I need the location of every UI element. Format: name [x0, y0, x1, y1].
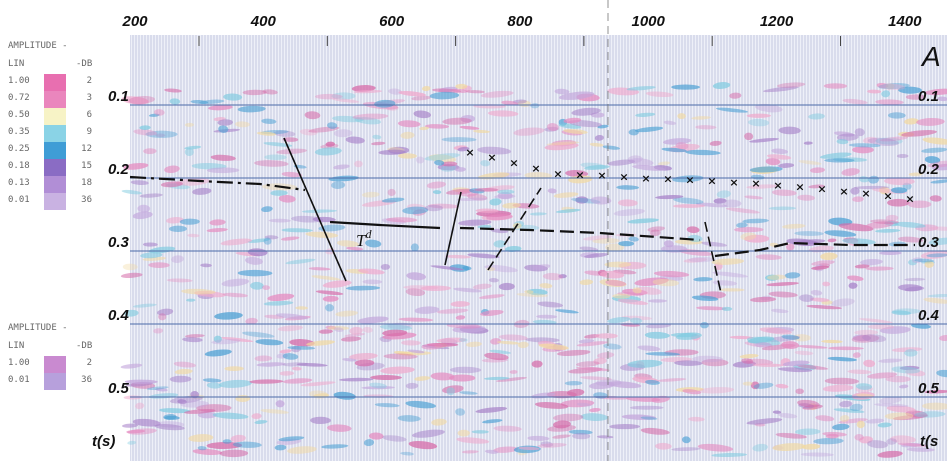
cross-mark: ×	[619, 170, 628, 183]
legend-db: 2	[87, 358, 92, 368]
legend-value: 1.00	[8, 358, 30, 368]
legend-swatch	[44, 193, 66, 210]
time-tick-label: 0.4	[918, 307, 940, 324]
texture-blob	[411, 243, 419, 251]
cross-mark: ×	[663, 172, 672, 185]
cross-mark: ×	[553, 167, 562, 180]
time-tick-label: 0.2	[108, 161, 130, 178]
cross-mark: ×	[707, 174, 716, 187]
legend-value: 0.01	[8, 195, 30, 205]
texture-blob	[354, 161, 363, 168]
time-axis-label: t(s)	[92, 433, 115, 450]
legend-swatch	[44, 74, 66, 91]
x-tick-label: 400	[250, 13, 277, 30]
time-tick-label: 0.5	[918, 380, 940, 397]
time-tick-label: 0.5	[108, 380, 130, 397]
legend-header: LIN	[8, 341, 24, 351]
legend-title: AMPLITUDE -	[8, 323, 68, 333]
legend-value: 0.35	[8, 127, 30, 137]
cross-mark: ×	[641, 172, 650, 185]
legend-db: 9	[87, 127, 92, 137]
x-tick-label: 1000	[632, 13, 666, 30]
legend-value: 0.50	[8, 110, 30, 120]
legend-swatch	[44, 373, 66, 390]
time-tick-label: 0.3	[918, 234, 940, 251]
legend-swatch	[44, 108, 66, 125]
legend-swatch	[44, 142, 66, 159]
cross-mark: ×	[817, 183, 826, 196]
legend-swatch	[44, 91, 66, 108]
time-tick-label: 0.3	[108, 234, 130, 251]
legend-value: 1.00	[8, 76, 30, 86]
texture-blob	[630, 406, 664, 410]
x-tick-label: 800	[507, 13, 533, 30]
legend-value: 0.25	[8, 144, 30, 154]
texture-blob	[671, 85, 700, 90]
legend-value: 0.01	[8, 375, 30, 385]
legend-db: 36	[81, 195, 92, 205]
legend-header: -DB	[76, 341, 92, 351]
cross-mark: ×	[531, 162, 540, 175]
cross-mark: ×	[905, 192, 914, 205]
cross-mark: ×	[509, 156, 518, 169]
cross-mark: ×	[487, 151, 496, 164]
legend-header: -DB	[76, 59, 92, 69]
cross-mark: ×	[575, 168, 584, 181]
cross-mark: ×	[729, 176, 738, 189]
cross-mark: ×	[839, 185, 848, 198]
x-tick-label: 1200	[760, 13, 794, 30]
annotation-superscript: d	[365, 227, 372, 241]
legends: AMPLITUDE - LIN -DB 1.00 2 0.72 3 0.50 6 0.35 9 0.2…	[8, 41, 92, 390]
time-tick-label: 0.1	[918, 88, 939, 105]
legend-title: AMPLITUDE -	[8, 41, 68, 51]
cross-mark: ×	[795, 181, 804, 194]
legend-value: 0.13	[8, 178, 30, 188]
legend-swatch	[44, 125, 66, 142]
legend-db: 3	[87, 93, 92, 103]
legend-db: 2	[87, 76, 92, 86]
x-tick-label: 600	[379, 13, 405, 30]
cross-mark: ×	[465, 146, 474, 159]
texture-blob	[904, 349, 917, 357]
legend-db: 6	[87, 110, 92, 120]
time-tick-label: 0.2	[918, 161, 940, 178]
cross-mark: ×	[685, 173, 694, 186]
time-axis-label: t(s	[920, 433, 938, 450]
legend-db: 15	[81, 161, 92, 171]
legend-db: 18	[81, 178, 92, 188]
texture-blob	[661, 245, 687, 252]
legend-swatch	[44, 356, 66, 373]
legend-swatch	[44, 159, 66, 176]
texture-blob	[595, 333, 618, 338]
figure-label: A	[920, 41, 941, 72]
cross-mark: ×	[883, 190, 892, 203]
legend-db: 12	[81, 144, 92, 154]
texture-blob	[612, 294, 630, 299]
cross-mark: ×	[751, 177, 760, 190]
legend-value: 0.18	[8, 161, 30, 171]
legend-header: LIN	[8, 59, 24, 69]
cross-mark: ×	[597, 169, 606, 182]
x-tick-label: 1400	[888, 13, 922, 30]
x-tick-label: 200	[121, 13, 148, 30]
time-tick-label: 0.1	[108, 88, 129, 105]
cross-mark: ×	[773, 179, 782, 192]
figure: 200 400 600 800 1000 1200 1400 0.1 0.1 0.2 0.2 0.3…	[0, 0, 947, 461]
legend-value: 0.72	[8, 93, 30, 103]
time-tick-label: 0.4	[108, 307, 130, 324]
legend-db: 36	[81, 375, 92, 385]
legend-swatch	[44, 176, 66, 193]
cross-mark: ×	[861, 187, 870, 200]
